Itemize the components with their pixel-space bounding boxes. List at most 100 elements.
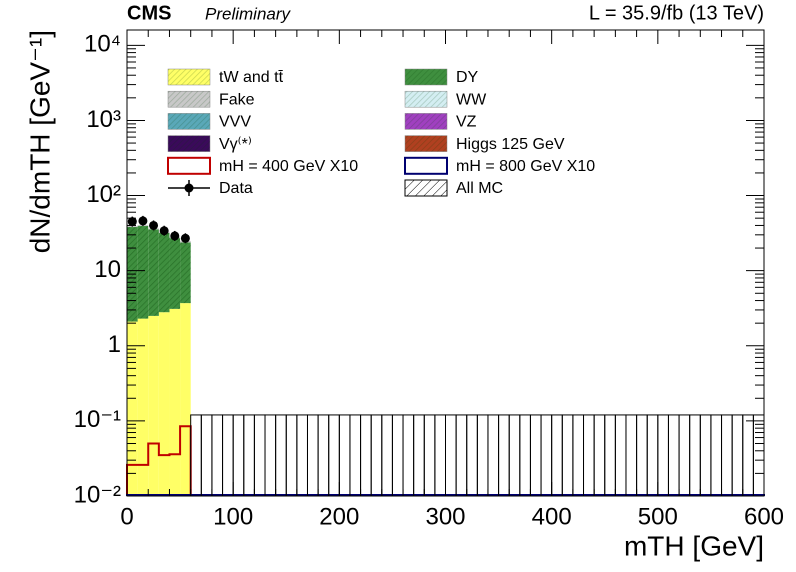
x-tick-label: 0: [120, 503, 133, 530]
legend-label: Vγ⁽*⁾: [219, 136, 252, 153]
status: Preliminary: [205, 4, 292, 23]
legend-entry: Vγ⁽*⁾: [167, 135, 252, 153]
x-tick-label: 300: [425, 503, 465, 530]
mc-uncertainty: [593, 414, 606, 497]
y-tick-label: 10⁴: [84, 31, 121, 58]
mc-uncertainty: [678, 414, 691, 497]
legend-entry: Fake: [167, 90, 255, 108]
signal-line: [126, 425, 192, 496]
legend-swatch-hatch: [168, 69, 210, 85]
bar: [137, 318, 149, 496]
legend-entry: VZ: [404, 113, 477, 131]
data-point: [127, 217, 137, 227]
mc-uncertainty: [657, 414, 669, 497]
legend-label: All MC: [456, 180, 503, 197]
legend-swatch-hatch: [168, 135, 210, 152]
mc-uncertainty: [519, 414, 531, 497]
mc-uncertainty: [445, 414, 457, 497]
legend-label: VZ: [456, 114, 477, 131]
mc-uncertainty: [200, 414, 213, 497]
mc-uncertainty: [381, 414, 393, 497]
mc-uncertainty: [328, 414, 340, 497]
y-tick-label: 10³: [86, 106, 121, 133]
legend-swatch-hatch: [405, 135, 447, 152]
bar-hatch: [137, 226, 149, 319]
mc-uncertainty: [667, 414, 680, 497]
data-point: [159, 226, 169, 236]
legend-swatch: [184, 183, 194, 193]
y-tick-label: 10: [94, 256, 121, 283]
legend-swatch-hatch: [168, 91, 210, 108]
bar: [127, 321, 138, 496]
y-tick-label: 10⁻²: [74, 481, 121, 508]
legend-entry: VVV: [167, 113, 251, 131]
mc-uncertainty: [752, 414, 765, 497]
legend-swatch-hatch: [405, 91, 447, 108]
bar: [148, 315, 159, 496]
mc-uncertainty: [487, 414, 500, 497]
mc-uncertainty: [296, 414, 308, 497]
mc-uncertainty: [572, 414, 585, 497]
mc-uncertainty: [710, 414, 723, 497]
lumi: L = 35.9/fb (13 TeV): [589, 2, 764, 24]
legend-swatch: [404, 179, 448, 197]
mc-uncertainty: [498, 414, 510, 497]
legend-label: VVV: [219, 114, 251, 131]
bar-hatch: [158, 232, 170, 313]
mc-uncertainty: [508, 414, 521, 497]
mc-uncertainty: [434, 414, 446, 497]
data-point: [180, 233, 190, 243]
mc-uncertainty: [253, 414, 266, 497]
mc-uncertainty: [190, 414, 202, 497]
x-tick-label: 400: [532, 503, 572, 530]
legend-swatch: [167, 156, 211, 175]
mc-uncertainty: [232, 414, 245, 497]
mc-uncertainty: [306, 414, 319, 497]
mc-uncertainty: [285, 414, 298, 497]
x-tick-label: 500: [638, 503, 678, 530]
mc-uncertainty: [317, 414, 330, 497]
legend-entry: tW and tt̄: [167, 68, 284, 86]
mc-uncertainty: [583, 414, 595, 497]
mc-uncertainty: [540, 414, 553, 497]
mc-uncertainty: [349, 414, 362, 497]
bar-hatch: [148, 229, 159, 316]
data-point: [149, 220, 159, 230]
mc-uncertainty: [731, 414, 744, 497]
mc-uncertainty: [222, 414, 234, 497]
legend-entry: WW: [404, 90, 487, 108]
mc-uncertainty: [699, 414, 712, 497]
mc-uncertainty: [721, 414, 733, 497]
legend-entry: Data: [168, 180, 253, 197]
legend-entry: mH = 400 GeV X10: [167, 156, 358, 175]
mc-uncertainty: [338, 414, 351, 497]
mc-uncertainty: [370, 414, 383, 497]
legend-entry: mH = 800 GeV X10: [404, 156, 595, 175]
bar-hatch: [169, 238, 181, 309]
mc-uncertainty: [742, 414, 754, 497]
mc-uncertainty: [360, 414, 372, 497]
data-point: [170, 231, 180, 241]
mc-uncertainty: [614, 414, 627, 497]
mc-uncertainty: [423, 414, 436, 497]
mc-uncertainty: [413, 414, 425, 497]
x-tick-label: 200: [319, 503, 359, 530]
y-tick-label: 10⁻¹: [74, 406, 121, 433]
mc-uncertainty: [402, 414, 415, 497]
legend-label: WW: [456, 91, 487, 108]
mc-uncertainty: [466, 414, 478, 497]
legend-label: Higgs 125 GeV: [456, 136, 565, 153]
legend-label: tW and tt̄: [219, 69, 284, 86]
mc-uncertainty: [275, 414, 287, 497]
y-axis-title: dN/dmTH [GeV⁻¹]: [24, 30, 55, 253]
mc-uncertainty: [636, 414, 648, 497]
legend-label: DY: [456, 69, 479, 86]
legend-entry: All MC: [404, 179, 503, 197]
mc-uncertainty: [211, 414, 224, 497]
mc-uncertainty: [551, 414, 563, 497]
legend-swatch-hatch: [405, 113, 447, 130]
y-tick-label: 1: [108, 331, 121, 358]
y-tick-label: 10²: [86, 181, 121, 208]
legend-entry: DY: [404, 68, 479, 86]
